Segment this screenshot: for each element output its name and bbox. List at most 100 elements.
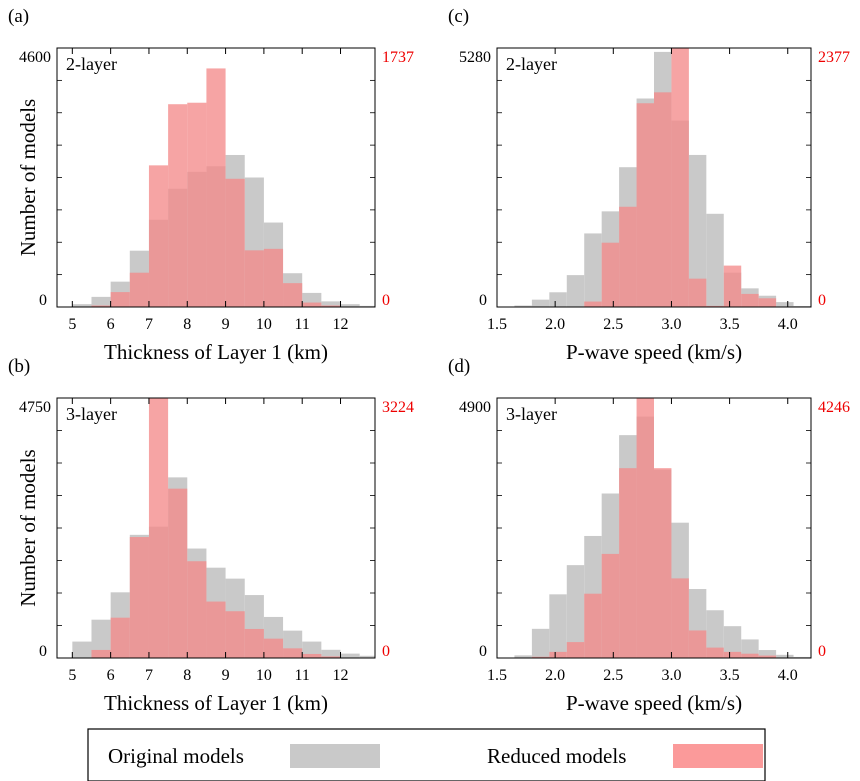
bar-reduced <box>567 642 584 658</box>
legend-label-original: Original models <box>108 744 244 768</box>
bar-reduced <box>619 468 636 658</box>
bar-reduced <box>187 561 206 658</box>
bar-reduced <box>130 273 149 307</box>
x-tick-label: 3.5 <box>720 667 740 684</box>
x-tick-label: 12 <box>333 667 349 684</box>
right-axis-zero-label: 0 <box>818 643 826 660</box>
bar-reduced <box>724 652 741 658</box>
y-axis-title: Number of models <box>16 449 40 606</box>
left-axis-zero-label: 0 <box>39 292 47 309</box>
x-tick-label: 5 <box>68 316 76 333</box>
bar-reduced <box>168 104 187 307</box>
bar-reduced <box>602 243 619 307</box>
bar-reduced <box>637 103 654 307</box>
panel-label: (c) <box>448 6 469 27</box>
left-axis-max-label: 4750 <box>19 399 51 416</box>
x-tick-label: 9 <box>222 316 230 333</box>
bar-reduced <box>149 165 168 307</box>
panel-label: (a) <box>8 6 29 27</box>
left-axis-max-label: 4600 <box>19 49 51 66</box>
bar-reduced <box>245 250 264 307</box>
bar-original <box>91 297 110 307</box>
bar-reduced <box>226 611 245 658</box>
panel-d: 1.5 2.0 2.5 3.0 3.5 4.0 4900 0 4246 0 3-layer (d) P-… <box>448 356 850 715</box>
bar-original <box>532 629 549 658</box>
x-tick-label: 2.5 <box>603 667 623 684</box>
x-axis-title: Thickness of Layer 1 (km) <box>104 340 328 364</box>
panel-c: 1.5 2.0 2.5 3.0 3.5 4.0 5280 0 2377 0 2-layer (c) P-… <box>448 6 850 364</box>
bar-reduced <box>302 654 321 658</box>
bar-reduced <box>759 298 776 307</box>
x-tick-label: 7 <box>145 667 153 684</box>
x-tick-label: 7 <box>145 316 153 333</box>
bar-reduced <box>549 652 566 658</box>
panel-a: 5 6 7 8 9 10 11 1246000173702-layer(a)Thickness… <box>8 6 414 364</box>
bar-reduced <box>130 537 149 658</box>
bar-reduced <box>283 648 302 658</box>
x-axis-title: P-wave speed (km/s) <box>566 340 742 364</box>
panel-label: (d) <box>448 356 470 377</box>
x-tick-label: 6 <box>107 667 115 684</box>
bar-reduced <box>706 648 723 658</box>
x-tick-label: 6 <box>107 316 115 333</box>
bar-reduced <box>111 292 130 307</box>
x-tick-label: 3.0 <box>661 316 681 333</box>
right-axis-max-label: 4246 <box>818 399 850 416</box>
legend-swatch-original <box>290 744 380 768</box>
bar-reduced <box>724 266 741 307</box>
left-axis-max-label: 5280 <box>459 49 491 66</box>
bar-reduced <box>584 594 601 658</box>
bar-original <box>532 300 549 307</box>
layer-label: 2-layer <box>66 54 117 74</box>
bar-reduced <box>689 630 706 658</box>
bar-reduced <box>619 207 636 307</box>
bar-reduced <box>187 103 206 307</box>
legend: Original models Reduced models <box>88 729 765 781</box>
x-tick-label: 3.5 <box>720 316 740 333</box>
x-tick-label: 8 <box>183 667 191 684</box>
x-tick-label: 4.0 <box>778 316 798 333</box>
bar-reduced <box>654 92 671 307</box>
bar-reduced <box>226 179 245 307</box>
bar-reduced <box>671 578 688 658</box>
bar-reduced <box>91 650 110 658</box>
layer-label: 3-layer <box>506 404 557 424</box>
bar-original <box>549 292 566 307</box>
bar-reduced <box>206 68 225 307</box>
bar-original <box>584 233 601 307</box>
panel-label: (b) <box>8 356 30 377</box>
bar-reduced <box>283 283 302 307</box>
panel-b: 5 6 7 8 9 10 11 1247500322403-layer(b)Thickness… <box>8 356 414 715</box>
legend-swatch-reduced <box>673 744 763 768</box>
bar-reduced <box>264 639 283 658</box>
bar-reduced <box>302 303 321 307</box>
layer-label: 3-layer <box>66 404 117 424</box>
bar-reduced <box>584 302 601 307</box>
bar-reduced <box>168 489 187 658</box>
x-tick-label: 8 <box>183 316 191 333</box>
x-tick-label: 2.5 <box>603 316 623 333</box>
left-axis-zero-label: 0 <box>479 643 487 660</box>
right-axis-zero-label: 0 <box>818 292 826 309</box>
bar-original <box>341 654 360 658</box>
bar-original <box>549 594 566 658</box>
bar-reduced <box>654 468 671 658</box>
right-axis-max-label: 1737 <box>382 49 414 66</box>
bar-reduced <box>602 554 619 658</box>
left-axis-max-label: 4900 <box>459 399 491 416</box>
x-tick-label: 2.0 <box>545 667 565 684</box>
bar-reduced <box>637 398 654 658</box>
bar-original <box>72 642 91 658</box>
x-tick-label: 12 <box>333 316 349 333</box>
bar-reduced <box>741 294 758 307</box>
left-axis-zero-label: 0 <box>479 292 487 309</box>
x-tick-label: 3.0 <box>661 667 681 684</box>
x-tick-label: 9 <box>222 667 230 684</box>
left-axis-zero-label: 0 <box>39 643 47 660</box>
x-tick-label: 4.0 <box>778 667 798 684</box>
x-tick-label: 11 <box>295 316 310 333</box>
x-tick-label: 10 <box>256 667 272 684</box>
bar-reduced <box>149 398 168 658</box>
right-axis-zero-label: 0 <box>382 292 390 309</box>
bar-original <box>776 302 793 307</box>
